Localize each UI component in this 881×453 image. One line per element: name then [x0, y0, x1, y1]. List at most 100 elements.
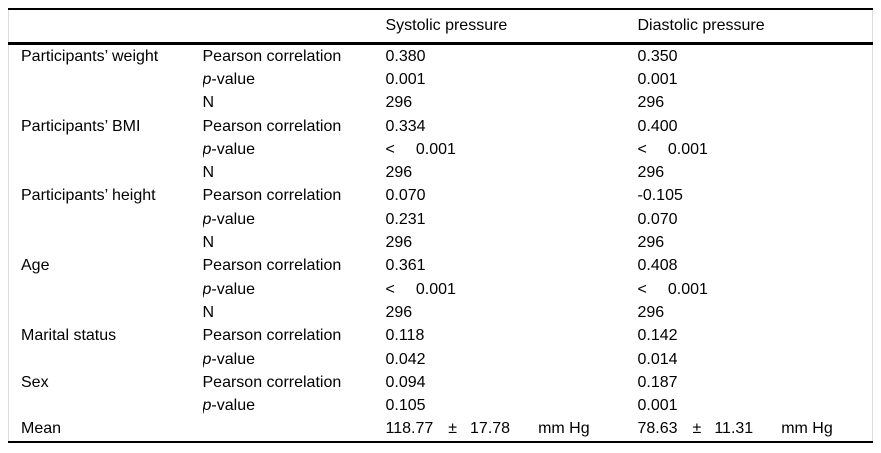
diastolic-value-cell: 0.142: [638, 325, 873, 348]
diastolic-value-cell: 296: [638, 231, 873, 254]
plus-minus-sign: ±: [448, 420, 458, 438]
diastolic-value-cell: 0.001: [638, 68, 873, 91]
stat-text: Pearson correlation: [202, 373, 342, 391]
table-row: N 296 296: [9, 161, 873, 184]
systolic-value-cell: 0.334: [386, 115, 638, 138]
systolic-value: 0.001: [415, 140, 456, 158]
systolic-value: 0.070: [385, 187, 426, 205]
less-than-sign: <: [385, 280, 395, 298]
systolic-value: 0.361: [385, 257, 426, 275]
diastolic-value: 0.001: [637, 397, 678, 415]
variable-label: Participants’ weight: [21, 47, 159, 65]
diastolic-value-cell: <0.001: [638, 278, 873, 301]
variable-label: [9, 278, 203, 301]
variable-label: [9, 92, 203, 115]
systolic-value-cell: 0.361: [386, 255, 638, 278]
diastolic-value-cell: <0.001: [638, 138, 873, 161]
column-header-systolic: Systolic pressure: [385, 9, 638, 45]
systolic-value-cell: 0.001: [386, 68, 638, 91]
variable-label: [9, 348, 203, 371]
stat-text: -value: [211, 280, 255, 298]
stat-italic-prefix: p: [202, 350, 212, 368]
systolic-value: 0.001: [415, 280, 456, 298]
plus-minus-sign: ±: [692, 420, 702, 438]
systolic-value-cell: <0.001: [386, 138, 638, 161]
column-header-empty-variable: [8, 9, 203, 45]
table-row: N 296 296: [9, 231, 873, 254]
variable-label: Participants’ BMI: [21, 117, 141, 135]
systolic-value-cell: 296: [386, 231, 638, 254]
stat-text: N: [202, 234, 215, 252]
diastolic-value-cell: 296: [638, 161, 873, 184]
diastolic-value: 0.187: [637, 373, 678, 391]
systolic-value: 0.380: [385, 47, 426, 65]
variable-label: [9, 68, 203, 91]
diastolic-value: 0.350: [637, 47, 678, 65]
less-than-sign: <: [385, 140, 395, 158]
systolic-value: 0.231: [385, 210, 426, 228]
diastolic-value: 296: [637, 303, 665, 321]
table-row: p-value 0.042 0.014: [9, 348, 873, 371]
diastolic-value: 296: [637, 94, 665, 112]
diastolic-value-cell: 0.408: [638, 255, 873, 278]
column-header-diastolic: Diastolic pressure: [637, 9, 873, 45]
systolic-value-cell: <0.001: [386, 278, 638, 301]
systolic-value-cell: 0.118: [386, 325, 638, 348]
diastolic-value-cell: 0.187: [638, 371, 873, 394]
correlation-table-container: Systolic pressure Diastolic pressure Par…: [8, 8, 873, 444]
diastolic-value: 0.014: [637, 350, 678, 368]
stat-text: -value: [211, 70, 255, 88]
table-row: Mean 118.77 ±17.78 mm Hg 78.63 ±11.31 mm Hg: [9, 418, 873, 442]
diastolic-value: 296: [637, 234, 665, 252]
table-row: Sex Pearson correlation 0.094 0.187: [9, 371, 873, 394]
table-row: p-value 0.001 0.001: [9, 68, 873, 91]
statistic-label: p-value: [203, 208, 386, 231]
systolic-value: 296: [385, 164, 413, 182]
statistic-label: Pearson correlation: [203, 371, 386, 394]
systolic-value: 296: [385, 303, 413, 321]
stat-text: N: [202, 164, 215, 182]
systolic-value-cell: 296: [386, 301, 638, 324]
systolic-value: 0.118: [385, 327, 425, 345]
systolic-value: 0.334: [385, 117, 426, 135]
table-row: p-value <0.001 <0.001: [9, 138, 873, 161]
diastolic-value-cell: 296: [638, 92, 873, 115]
stat-text: Pearson correlation: [202, 257, 342, 275]
diastolic-value-cell: -0.105: [638, 185, 873, 208]
statistic-label: N: [203, 231, 386, 254]
statistic-label: p-value: [203, 138, 386, 161]
statistic-label: p-value: [203, 68, 386, 91]
systolic-value-cell: 0.042: [386, 348, 638, 371]
systolic-value: 0.042: [385, 350, 426, 368]
systolic-value: 0.001: [385, 70, 426, 88]
stat-italic-prefix: p: [202, 397, 212, 415]
diastolic-value: 296: [637, 164, 665, 182]
table-row: Participants’ height Pearson correlation…: [9, 185, 873, 208]
statistic-label: Pearson correlation: [203, 255, 386, 278]
diastolic-value: 0.408: [637, 257, 678, 275]
table-row: N 296 296: [9, 92, 873, 115]
statistic-label: p-value: [203, 278, 386, 301]
statistic-label: p-value: [203, 348, 386, 371]
systolic-value: 296: [385, 234, 413, 252]
stat-text: -value: [211, 210, 255, 228]
diastolic-unit: mm Hg: [781, 420, 833, 438]
diastolic-value-cell: 0.014: [638, 348, 873, 371]
systolic-value-cell: 0.380: [386, 44, 638, 69]
statistic-label: N: [203, 301, 386, 324]
systolic-value: 0.105: [385, 397, 426, 415]
stat-text: N: [202, 94, 215, 112]
variable-label: [9, 301, 203, 324]
stat-text: -value: [211, 397, 255, 415]
stat-italic-prefix: p: [202, 70, 212, 88]
less-than-sign: <: [637, 280, 647, 298]
table-header-row: Systolic pressure Diastolic pressure: [8, 9, 873, 45]
variable-label: [9, 394, 203, 417]
statistic-label: Pearson correlation: [203, 185, 386, 208]
systolic-value-cell: 0.105: [386, 394, 638, 417]
variable-label: [9, 138, 203, 161]
variable-label: Mean: [21, 420, 62, 438]
statistic-label: Pearson correlation: [203, 115, 386, 138]
systolic-value: 0.094: [385, 373, 426, 391]
variable-label: Marital status: [21, 327, 117, 345]
